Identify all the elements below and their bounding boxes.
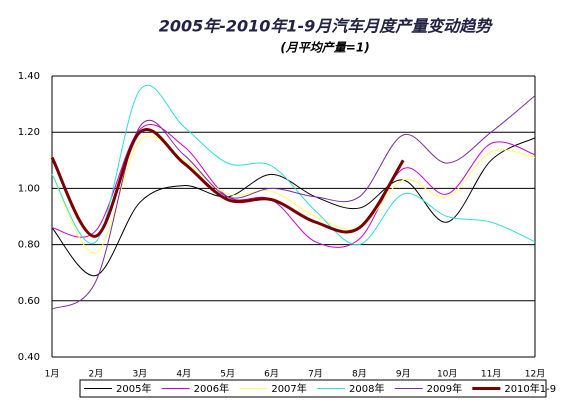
chart-title: 2005年-2010年1-9月汽车月度产量变动趋势 xyxy=(159,17,494,36)
legend-box xyxy=(79,379,547,398)
legend-label: 2005年 xyxy=(116,382,151,395)
y-tick-label: 1.00 xyxy=(18,183,40,194)
x-tick-label: 9月 xyxy=(396,369,411,380)
x-tick-label: 12月 xyxy=(525,369,545,380)
x-tick-label: 10月 xyxy=(437,369,457,380)
x-tick-label: 1月 xyxy=(45,369,60,380)
legend-label: 2010年1-9 xyxy=(504,382,556,395)
series-line xyxy=(51,84,536,246)
y-tick-label: 1.40 xyxy=(18,71,40,82)
x-tick-label: 5月 xyxy=(220,369,235,380)
legend-label: 2007年 xyxy=(271,382,306,395)
y-tick-label: 0.80 xyxy=(18,240,40,251)
x-tick-label: 2月 xyxy=(89,369,104,380)
x-tick-label: 4月 xyxy=(176,369,191,380)
legend-label: 2008年 xyxy=(349,382,384,395)
y-tick-label: 1.20 xyxy=(18,127,40,138)
chart-subtitle: (月平均产量=1) xyxy=(280,41,369,55)
x-tick-label: 6月 xyxy=(264,369,279,380)
y-tick-label: 0.60 xyxy=(18,296,40,307)
y-tick-label: 0.40 xyxy=(18,352,40,363)
x-tick-label: 3月 xyxy=(132,369,147,380)
legend-label: 2009年 xyxy=(427,382,462,395)
x-tick-label: 11月 xyxy=(481,369,501,380)
legend-label: 2006年 xyxy=(194,382,229,395)
series-line xyxy=(51,137,536,277)
series-line xyxy=(50,128,405,238)
x-tick-label: 8月 xyxy=(352,369,367,380)
x-tick-label: 7月 xyxy=(308,369,323,380)
series-line xyxy=(51,135,536,254)
series-line xyxy=(51,95,536,310)
